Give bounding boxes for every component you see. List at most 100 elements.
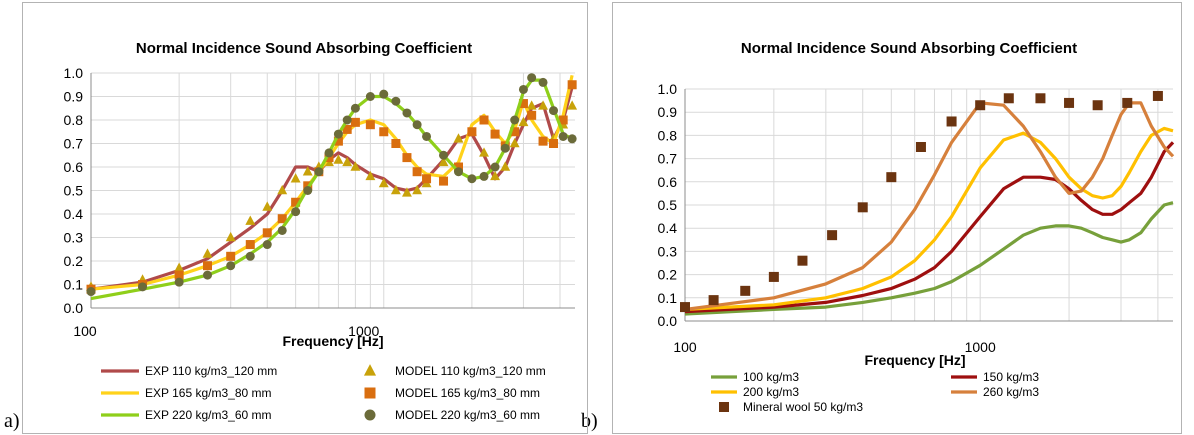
y-tick-label: 0.5 — [658, 197, 678, 213]
series-line — [90, 78, 573, 301]
y-tick-label: 1.0 — [64, 65, 84, 81]
data-point — [453, 162, 463, 172]
y-tick-label: 0.5 — [64, 183, 84, 199]
data-point — [438, 156, 449, 167]
data-point — [226, 251, 236, 261]
data-point — [303, 186, 313, 195]
data-point — [245, 251, 255, 261]
series-1 — [86, 100, 578, 291]
data-point — [1003, 93, 1014, 104]
data-point — [401, 187, 412, 197]
data-point — [422, 174, 432, 184]
data-point — [558, 131, 568, 141]
series-4 — [90, 78, 573, 301]
y-tick-label: 0.4 — [658, 220, 678, 236]
data-point — [138, 282, 148, 292]
data-point — [402, 153, 412, 163]
data-point — [412, 167, 422, 177]
data-point — [567, 80, 577, 90]
y-tick-label: 0.0 — [658, 313, 678, 329]
data-point — [174, 277, 184, 287]
series-2 — [90, 74, 574, 291]
data-point — [174, 262, 185, 272]
y-tick-label: 0.9 — [658, 104, 678, 120]
data-point — [225, 231, 236, 242]
data-point — [558, 115, 568, 125]
chart-title: Normal Incidence Sound Absorbing Coeffic… — [741, 40, 1077, 57]
data-point — [365, 170, 376, 181]
data-point — [342, 156, 353, 167]
x-tick-label: 1000 — [348, 323, 379, 339]
legend-swatch — [719, 402, 729, 412]
data-point — [827, 230, 838, 241]
data-point — [538, 77, 548, 87]
data-point — [86, 287, 96, 297]
legend-label: 150 kg/m3 — [983, 370, 1039, 384]
legend-item: 200 kg/m3 — [711, 385, 799, 399]
data-point — [479, 171, 489, 181]
series-2 — [684, 126, 1174, 311]
data-point — [549, 106, 559, 116]
data-point — [302, 166, 313, 176]
data-point — [365, 120, 375, 130]
data-point — [391, 139, 401, 148]
legend-label: MODEL 220 kg/m3_60 mm — [395, 408, 540, 422]
data-point — [479, 147, 489, 157]
legend-item: 150 kg/m3 — [951, 370, 1039, 384]
y-tick-label: 0.4 — [64, 206, 84, 222]
data-point — [490, 162, 500, 172]
series-0 — [684, 201, 1174, 316]
data-point — [262, 228, 272, 238]
data-point — [342, 115, 352, 125]
x-tick-label: 100 — [73, 323, 97, 339]
data-point — [453, 133, 464, 143]
data-point — [350, 117, 360, 127]
data-point — [290, 173, 301, 183]
data-point — [490, 170, 501, 181]
data-point — [379, 127, 389, 137]
y-tick-label: 0.9 — [64, 89, 84, 105]
data-point — [277, 184, 288, 195]
data-point — [1122, 97, 1133, 108]
y-tick-label: 0.1 — [64, 277, 84, 293]
series-line — [684, 101, 1175, 311]
data-point — [1064, 97, 1075, 108]
series-line — [90, 86, 574, 291]
data-point — [527, 110, 537, 120]
series-line — [684, 141, 1175, 314]
data-point — [526, 100, 537, 110]
data-point — [291, 197, 301, 207]
legend-item: 260 kg/m3 — [951, 385, 1039, 399]
data-point — [245, 215, 256, 225]
data-point — [857, 202, 868, 213]
data-point — [277, 225, 287, 235]
data-point — [333, 154, 344, 164]
legend-swatch — [364, 409, 376, 421]
data-point — [365, 92, 375, 101]
data-point — [886, 172, 897, 183]
legend-label: EXP 165 kg/m3_80 mm — [145, 386, 272, 400]
chart-b: Normal Incidence Sound Absorbing Coeffic… — [612, 2, 1182, 434]
data-point — [262, 201, 273, 211]
legend-swatch — [363, 364, 377, 376]
series-line — [90, 74, 574, 291]
y-tick-label: 0.1 — [658, 290, 678, 306]
data-point — [422, 131, 432, 141]
series-line — [684, 201, 1174, 316]
data-point — [391, 96, 401, 106]
y-tick-label: 0.7 — [64, 136, 84, 152]
series-5 — [86, 73, 577, 297]
x-axis-label: Frequency [Hz] — [864, 352, 965, 368]
data-point — [740, 285, 751, 296]
data-point — [527, 73, 537, 83]
data-point — [518, 84, 528, 94]
legend-item: EXP 110 kg/m3_120 mm — [101, 364, 277, 378]
y-tick-label: 0.6 — [658, 174, 678, 190]
y-tick-label: 0.3 — [658, 243, 678, 259]
data-point — [291, 207, 301, 217]
legend-item: EXP 220 kg/m3_60 mm — [101, 408, 272, 422]
y-tick-label: 0.2 — [64, 253, 84, 269]
data-point — [680, 302, 690, 313]
data-point — [708, 295, 719, 306]
y-tick-label: 0.0 — [64, 300, 84, 316]
